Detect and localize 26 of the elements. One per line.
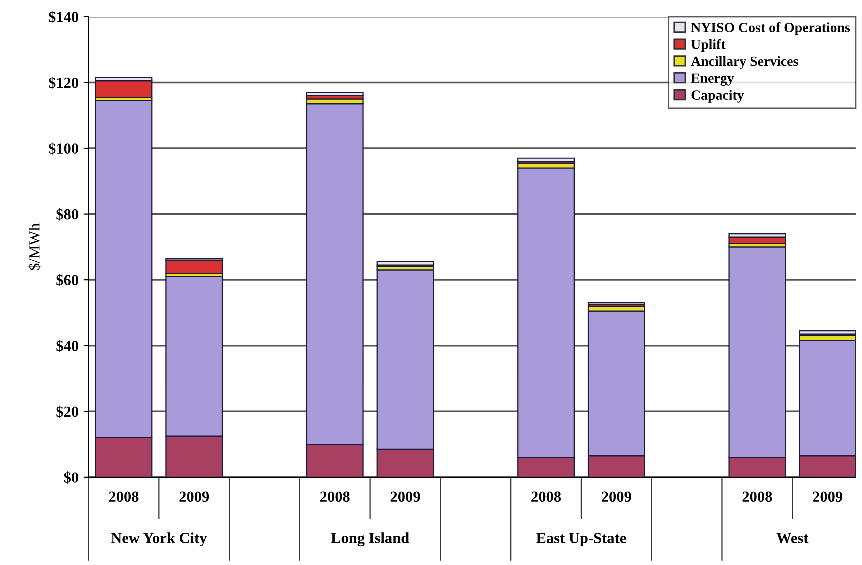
x-tick-label: 2009 (813, 492, 843, 502)
legend-label: Ancillary Services (691, 56, 798, 70)
legend-label: Uplift (691, 39, 726, 52)
y-tick-label: $80 (56, 208, 78, 221)
y-tick-label: $20 (56, 406, 78, 418)
y-tick-label: $120 (49, 76, 78, 90)
x-tick-label: 2008 (742, 492, 772, 502)
legend-label: Capacity (692, 90, 744, 103)
x-tick-label: 2009 (602, 492, 632, 502)
y-tick-label: $0 (64, 472, 78, 484)
text: Long Island (331, 532, 410, 547)
text: West (776, 533, 809, 544)
text: New York City (111, 532, 208, 547)
x-tick-label: 2008 (532, 492, 562, 502)
y-axis-title: $/MWh (28, 224, 41, 270)
x-tick-label: 2009 (390, 492, 420, 502)
x-tick-label: 2009 (180, 492, 210, 502)
legend-label: NYISO Cost of Operations (691, 22, 850, 36)
legend-label: Energy (691, 74, 734, 86)
y-tick-label: $140 (49, 11, 78, 24)
y-tick-label: $40 (56, 340, 78, 352)
x-tick-label: 2008 (109, 492, 139, 502)
y-tick-label: $100 (49, 142, 78, 155)
y-tick-label: $60 (56, 274, 78, 287)
x-tick-label: 2008 (320, 492, 350, 502)
text: East Up-State (536, 533, 626, 547)
